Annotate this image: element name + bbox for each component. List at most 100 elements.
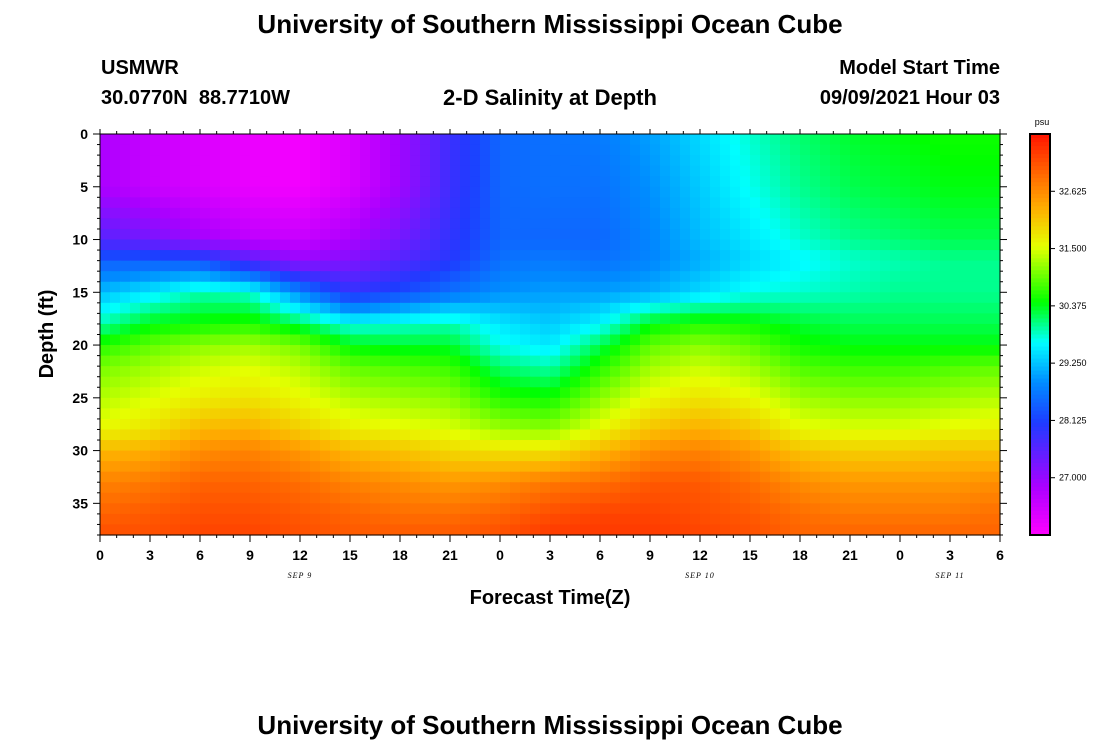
heatmap-cell bbox=[710, 440, 721, 452]
heatmap-cell bbox=[950, 492, 961, 504]
colorbar-swatch bbox=[1030, 446, 1050, 452]
heatmap-cell bbox=[160, 218, 171, 230]
heatmap-cell bbox=[720, 366, 731, 378]
heatmap-cell bbox=[540, 408, 551, 420]
heatmap-cell bbox=[330, 429, 341, 441]
heatmap-cell bbox=[820, 134, 831, 146]
heatmap-cell bbox=[950, 366, 961, 378]
heatmap-cell bbox=[960, 513, 971, 526]
heatmap-cell bbox=[490, 144, 501, 156]
heatmap-cell bbox=[150, 513, 161, 526]
heatmap-cell bbox=[150, 376, 161, 388]
heatmap-cell bbox=[990, 176, 1001, 188]
heatmap-cell bbox=[330, 165, 341, 177]
heatmap-cell bbox=[880, 218, 891, 230]
heatmap-cell bbox=[960, 471, 971, 483]
heatmap-cell bbox=[700, 482, 711, 494]
heatmap-cell bbox=[330, 450, 341, 462]
heatmap-cell bbox=[780, 165, 791, 177]
heatmap-cell bbox=[750, 260, 761, 272]
heatmap-cell bbox=[260, 292, 271, 304]
heatmap-cell bbox=[260, 376, 271, 388]
heatmap-cell bbox=[300, 292, 311, 304]
heatmap-cell bbox=[160, 513, 171, 526]
heatmap-cell bbox=[450, 186, 461, 198]
heatmap-cell bbox=[420, 503, 431, 515]
heatmap-cell bbox=[690, 207, 701, 220]
heatmap-cell bbox=[260, 197, 271, 209]
heatmap-cell bbox=[450, 260, 461, 272]
heatmap-cell bbox=[600, 397, 611, 409]
heatmap-cell bbox=[890, 513, 901, 526]
heatmap-cell bbox=[290, 207, 301, 220]
colorbar-swatch bbox=[1030, 438, 1050, 444]
heatmap-cell bbox=[240, 250, 251, 262]
heatmap-cell bbox=[670, 271, 681, 283]
heatmap-cell bbox=[280, 250, 291, 262]
heatmap-cell bbox=[180, 334, 191, 346]
heatmap-cell bbox=[800, 292, 811, 304]
heatmap-cell bbox=[980, 250, 991, 262]
heatmap-cell bbox=[320, 524, 331, 536]
heatmap-cell bbox=[680, 387, 691, 399]
heatmap-cell bbox=[470, 492, 481, 504]
heatmap-cell bbox=[140, 281, 151, 293]
heatmap-cell bbox=[530, 197, 541, 209]
heatmap-cell bbox=[380, 281, 391, 293]
colorbar-swatch bbox=[1030, 326, 1050, 332]
heatmap-cell bbox=[530, 228, 541, 241]
heatmap-cell bbox=[360, 503, 371, 515]
heatmap-cell bbox=[140, 376, 151, 388]
heatmap-cell bbox=[760, 345, 771, 357]
heatmap-cell bbox=[550, 355, 561, 367]
heatmap-cell bbox=[780, 323, 791, 336]
heatmap-cell bbox=[590, 492, 601, 504]
heatmap-cell bbox=[820, 334, 831, 346]
heatmap-cell bbox=[800, 440, 811, 452]
heatmap-cell bbox=[930, 218, 941, 230]
heatmap-cell bbox=[170, 408, 181, 420]
heatmap-cell bbox=[560, 376, 571, 388]
heatmap-cell bbox=[600, 165, 611, 177]
heatmap-cell bbox=[790, 408, 801, 420]
heatmap-cell bbox=[970, 366, 981, 378]
heatmap-cell bbox=[840, 313, 851, 325]
heatmap-cell bbox=[100, 429, 111, 441]
heatmap-cell bbox=[310, 461, 321, 473]
heatmap-cell bbox=[260, 387, 271, 399]
heatmap-cell bbox=[710, 239, 721, 251]
heatmap-cell bbox=[340, 429, 351, 441]
heatmap-cell bbox=[540, 281, 551, 293]
heatmap-cell bbox=[420, 176, 431, 188]
heatmap-cell bbox=[610, 323, 621, 336]
heatmap-cell bbox=[850, 450, 861, 462]
colorbar-swatch bbox=[1030, 178, 1050, 183]
heatmap-cell bbox=[630, 176, 641, 188]
heatmap-cell bbox=[870, 239, 881, 251]
colorbar-swatch bbox=[1030, 182, 1050, 187]
heatmap-cell bbox=[880, 292, 891, 304]
heatmap-cell bbox=[960, 144, 971, 156]
heatmap-cell bbox=[800, 334, 811, 346]
heatmap-cell bbox=[440, 429, 451, 441]
heatmap-cell bbox=[650, 345, 661, 357]
heatmap-cell bbox=[950, 260, 961, 272]
heatmap-cell bbox=[280, 513, 291, 526]
heatmap-cell bbox=[300, 144, 311, 156]
heatmap-cell bbox=[910, 387, 921, 399]
heatmap-cell bbox=[530, 155, 541, 167]
heatmap-cell bbox=[510, 397, 521, 409]
heatmap-cell bbox=[660, 155, 671, 167]
colorbar-swatch bbox=[1030, 474, 1050, 480]
heatmap-cell bbox=[980, 176, 991, 188]
heatmap-cell bbox=[690, 397, 701, 409]
heatmap-cell bbox=[120, 165, 131, 177]
heatmap-cell bbox=[510, 482, 521, 494]
heatmap-cell bbox=[390, 155, 401, 167]
heatmap-cell bbox=[990, 239, 1001, 251]
heatmap-cell bbox=[880, 165, 891, 177]
heatmap-cell bbox=[420, 471, 431, 483]
colorbar-swatch bbox=[1030, 358, 1050, 364]
heatmap-cell bbox=[610, 155, 621, 167]
heatmap-cell bbox=[430, 492, 441, 504]
